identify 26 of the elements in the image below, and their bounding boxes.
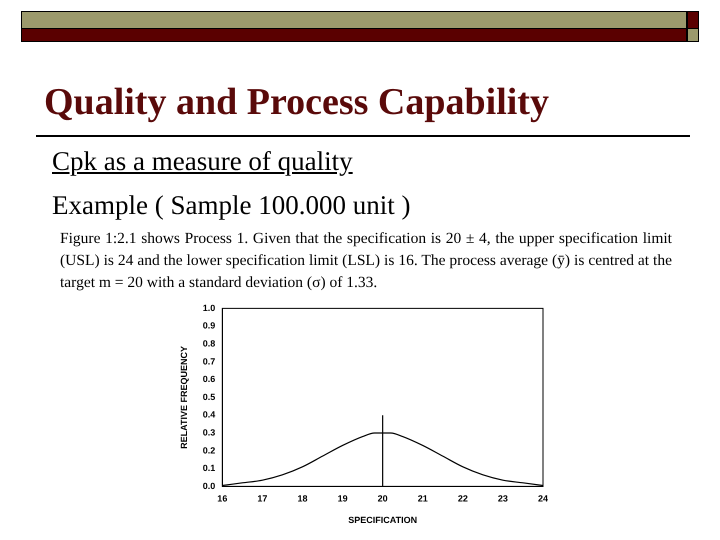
x-tick-label: 19	[338, 493, 348, 504]
y-tick-label: 0.7	[202, 356, 216, 366]
y-tick-label: 0.9	[202, 320, 216, 331]
y-tick-label: 0.8	[202, 338, 216, 348]
x-tick-label: 21	[418, 493, 428, 504]
x-tick-label: 16	[217, 493, 228, 504]
caption: Figure 1:2.1 shows Process 1. Given that the specification is 20 ± 4, the upper specification limit (USL) is 24 and the lower specification limit (LSL) is 16. The process average (ȳ) is centred at the target m = 20 with a standard deviation (σ) of 1.33.	[60, 229, 672, 293]
y-tick-label: 1.0	[202, 302, 216, 313]
x-tick-label: 18	[297, 493, 308, 504]
y-tick-label: 0.3	[202, 427, 216, 438]
x-tick-label: 17	[257, 493, 268, 504]
text: Example ( Sample 100.000 unit )	[52, 190, 410, 221]
chart-subtitle: Cpk as a measure of quality	[52, 146, 353, 177]
x-tick-label: 23	[498, 493, 508, 504]
x-axis-title: SPECIFICATION	[348, 515, 418, 526]
y-axis-title: RELATIVE FREQUENCY	[178, 346, 189, 449]
y-tick-label: 0.2	[202, 445, 216, 456]
x-tick-label: 24	[538, 493, 548, 504]
chart-title: Quality and Process Capability	[44, 80, 549, 124]
y-tick-label: 0.4	[202, 410, 216, 420]
y-tick-label: 0.1	[202, 463, 216, 474]
y-tick-label: 0.5	[202, 392, 216, 402]
y-tick-label: 0.6	[202, 374, 216, 384]
x-tick-label: 22	[458, 493, 468, 504]
y-tick-label: 0.0	[202, 480, 216, 491]
x-tick-label: 20	[378, 493, 388, 504]
